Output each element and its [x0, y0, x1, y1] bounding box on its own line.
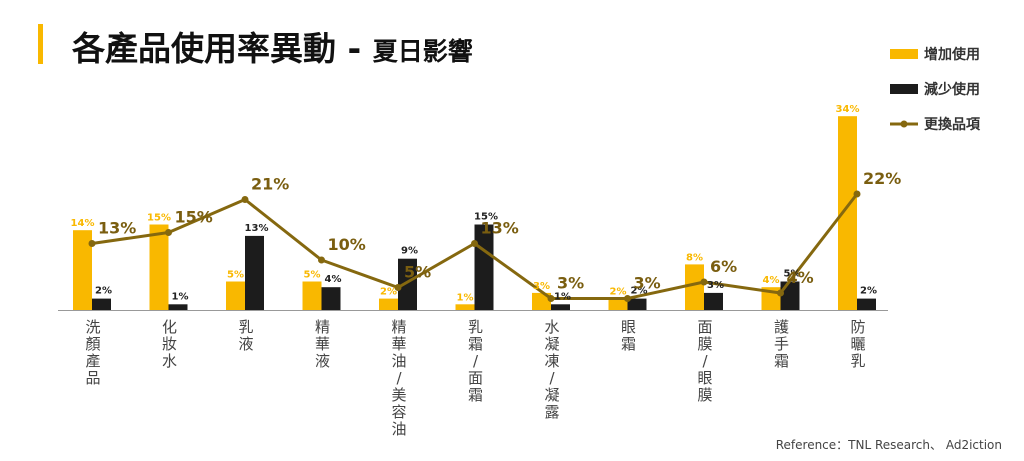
bar-decrease-3 [321, 287, 341, 310]
bar-increase-6 [532, 292, 551, 310]
label-decrease-4: 9% [401, 246, 418, 257]
label-change-3: 10% [328, 235, 366, 254]
bar-increase-4 [379, 298, 398, 310]
label-decrease-10: 2% [860, 286, 877, 297]
bar-increase-5 [455, 304, 475, 310]
legend-swatch-increase [890, 49, 918, 59]
category-label-7: 眼霜 [621, 318, 636, 353]
line-series-group [88, 190, 861, 302]
point-change-6 [547, 295, 555, 302]
category-label-3: 精華液 [315, 318, 330, 370]
label-decrease-7: 2% [631, 286, 648, 297]
label-increase-8: 8% [686, 252, 703, 263]
label-change-4: 5% [404, 263, 431, 282]
value-labels-group: 14%2%15%1%5%13%5% 4%2%9%1%15%3%1% 2% 2%8%3%… [71, 104, 902, 303]
category-label-1: 化妝水 [162, 318, 177, 370]
label-change-8: 6% [710, 257, 737, 276]
point-change-3 [318, 256, 325, 264]
title-separator: - [347, 29, 373, 68]
label-increase-3: 5% [304, 270, 321, 281]
label-increase-5: 1% [457, 292, 474, 303]
label-decrease-1: 1% [172, 291, 189, 302]
category-label-10: 防曬乳 [850, 318, 865, 370]
label-decrease-0: 2% [95, 286, 112, 297]
label-increase-0: 14% [71, 218, 95, 229]
label-change-2: 21% [251, 175, 289, 194]
title-sub: 夏日影響 [372, 37, 473, 66]
bar-decrease-0 [92, 298, 111, 310]
label-increase-10: 34% [836, 104, 860, 115]
legend-label-decrease: 減少使用 [924, 81, 980, 98]
label-decrease-2: 13% [245, 223, 269, 234]
title-accent-bar [38, 24, 43, 64]
bar-increase-3 [302, 281, 322, 310]
bar-increase-7 [608, 298, 628, 310]
label-decrease-5: 15% [474, 212, 498, 223]
reference-note: Reference：TNL Research、 Ad2iction [775, 438, 1002, 452]
label-increase-2: 5% [227, 270, 244, 281]
label-decrease-8: 3% [707, 280, 724, 291]
bar-decrease-8 [704, 292, 723, 310]
bar-decrease-6 [551, 304, 570, 310]
point-change-4 [394, 284, 402, 291]
category-label-8: 面膜/眼膜 [697, 318, 712, 404]
category-label-2: 乳液 [238, 318, 253, 353]
bar-increase-2 [226, 281, 245, 310]
legend-swatch-decrease [890, 84, 918, 94]
label-change-6: 3% [557, 274, 584, 293]
page-title: 各產品使用率異動 - 夏日影響 [72, 22, 473, 70]
label-decrease-3: 4% [325, 274, 342, 285]
bar-decrease-4 [398, 258, 417, 310]
label-change-7: 3% [634, 274, 661, 293]
category-label-5: 乳霜/面霜 [468, 318, 483, 404]
label-increase-4: 2% [380, 287, 397, 298]
label-increase-9: 4% [763, 275, 780, 286]
bar-increase-8 [685, 264, 704, 310]
point-change-2 [241, 196, 249, 203]
legend-marker-change [900, 120, 908, 128]
bar-increase-0 [73, 230, 92, 310]
point-change-5 [471, 240, 478, 247]
title-main: 各產品使用率異動 [72, 29, 336, 68]
label-change-1: 15% [175, 208, 213, 227]
legend-label-increase: 增加使用 [924, 46, 980, 63]
bars-group [73, 116, 876, 310]
label-change-9: 4% [787, 268, 814, 287]
bar-decrease-10 [857, 298, 876, 310]
label-increase-7: 2% [610, 287, 627, 298]
bar-decrease-2 [245, 235, 264, 310]
point-change-9 [777, 289, 784, 297]
category-label-6: 水凝凍/凝露 [544, 318, 559, 421]
bar-decrease-1 [168, 304, 188, 310]
bar-decrease-7 [627, 298, 647, 310]
category-label-0: 洗顏產品 [85, 318, 100, 387]
point-change-8 [700, 278, 708, 286]
point-change-7 [624, 295, 631, 302]
bar-increase-10 [838, 116, 857, 310]
legend-label-change: 更換品項 [924, 116, 981, 133]
label-increase-6: 3% [533, 281, 550, 292]
point-change-10 [853, 190, 861, 198]
label-change-5: 13% [481, 219, 519, 238]
point-change-0 [88, 240, 96, 247]
label-decrease-6: 1% [554, 291, 571, 302]
category-label-9: 護手霜 [774, 318, 789, 370]
category-label-4: 精華油/美容油 [391, 318, 406, 438]
label-change-10: 22% [863, 169, 901, 188]
category-labels-group: 洗顏產品 化妝水 乳液 精華液 精華油/美容油 乳霜/面霜 水凝凍/凝露 眼霜 面膜/眼膜 護手霜… [85, 318, 865, 438]
point-change-1 [165, 229, 172, 236]
label-increase-1: 15% [147, 213, 171, 224]
label-decrease-9: 5% [784, 269, 801, 280]
bar-increase-1 [149, 224, 169, 310]
label-change-0: 13% [98, 219, 136, 238]
